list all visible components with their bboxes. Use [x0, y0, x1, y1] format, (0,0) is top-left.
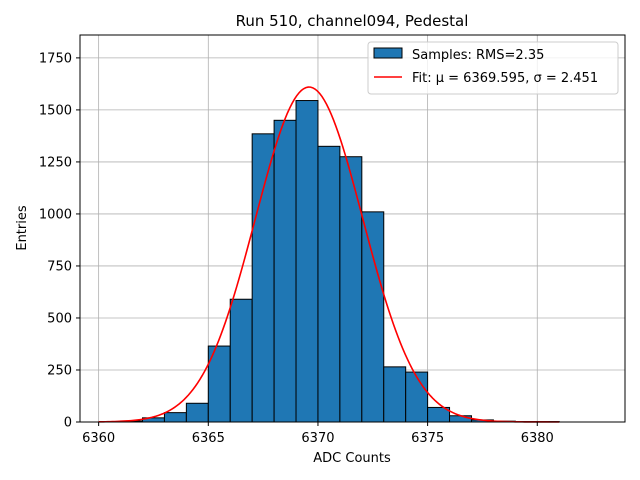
- histogram-bar-7: [273, 119, 297, 423]
- legend-label-fit: Fit: μ = 6369.595, σ = 2.451: [412, 71, 598, 86]
- bars: [120, 100, 560, 423]
- x-ticks: 6360 6365 6370 6375 6380: [82, 422, 554, 446]
- histogram-bar-12: [383, 366, 407, 423]
- legend-label-samples: Samples: RMS=2.35: [412, 48, 544, 63]
- y-tick-label-7: 1750: [39, 51, 72, 66]
- plot-frame: [79, 34, 626, 423]
- histogram-bar-11: [361, 211, 385, 423]
- y-tick-label-2: 500: [47, 311, 72, 326]
- chart-title: Run 510, channel094, Pedestal: [236, 12, 469, 30]
- histogram-bar-10: [339, 156, 363, 423]
- legend-box: [367, 41, 619, 95]
- y-tick-label-0: 0: [64, 416, 72, 431]
- legend: Samples: RMS=2.35 Fit: μ = 6369.595, σ =…: [367, 41, 619, 95]
- x-tick-label-4: 6380: [521, 431, 554, 446]
- y-tick-label-5: 1250: [39, 155, 72, 170]
- y-ticks: 0 250 500 750 1000 1250 1500 1750: [39, 51, 80, 431]
- y-tick-label-4: 1000: [39, 207, 72, 222]
- x-tick-label-0: 6360: [82, 431, 115, 446]
- histogram-bar-2: [163, 412, 187, 423]
- histogram-bar-6: [251, 133, 275, 423]
- x-tick-label-1: 6365: [192, 431, 225, 446]
- legend-swatch-samples: [373, 47, 403, 59]
- x-axis-label: ADC Counts: [313, 451, 391, 466]
- histogram-bar-3: [185, 402, 209, 423]
- histogram-bar-9: [317, 145, 341, 423]
- histogram-bar-15: [449, 415, 472, 423]
- histogram-bar-13: [405, 371, 429, 423]
- y-tick-label-6: 1500: [39, 103, 72, 118]
- histogram-bar-8: [295, 100, 319, 423]
- histogram-bar-5: [229, 298, 253, 423]
- x-tick-label-3: 6375: [411, 431, 444, 446]
- x-tick-label-2: 6370: [301, 431, 334, 446]
- y-tick-label-1: 250: [47, 363, 72, 378]
- y-axis-label: Entries: [15, 205, 30, 251]
- fit-curve: [98, 86, 560, 423]
- y-tick-label-3: 750: [47, 259, 72, 274]
